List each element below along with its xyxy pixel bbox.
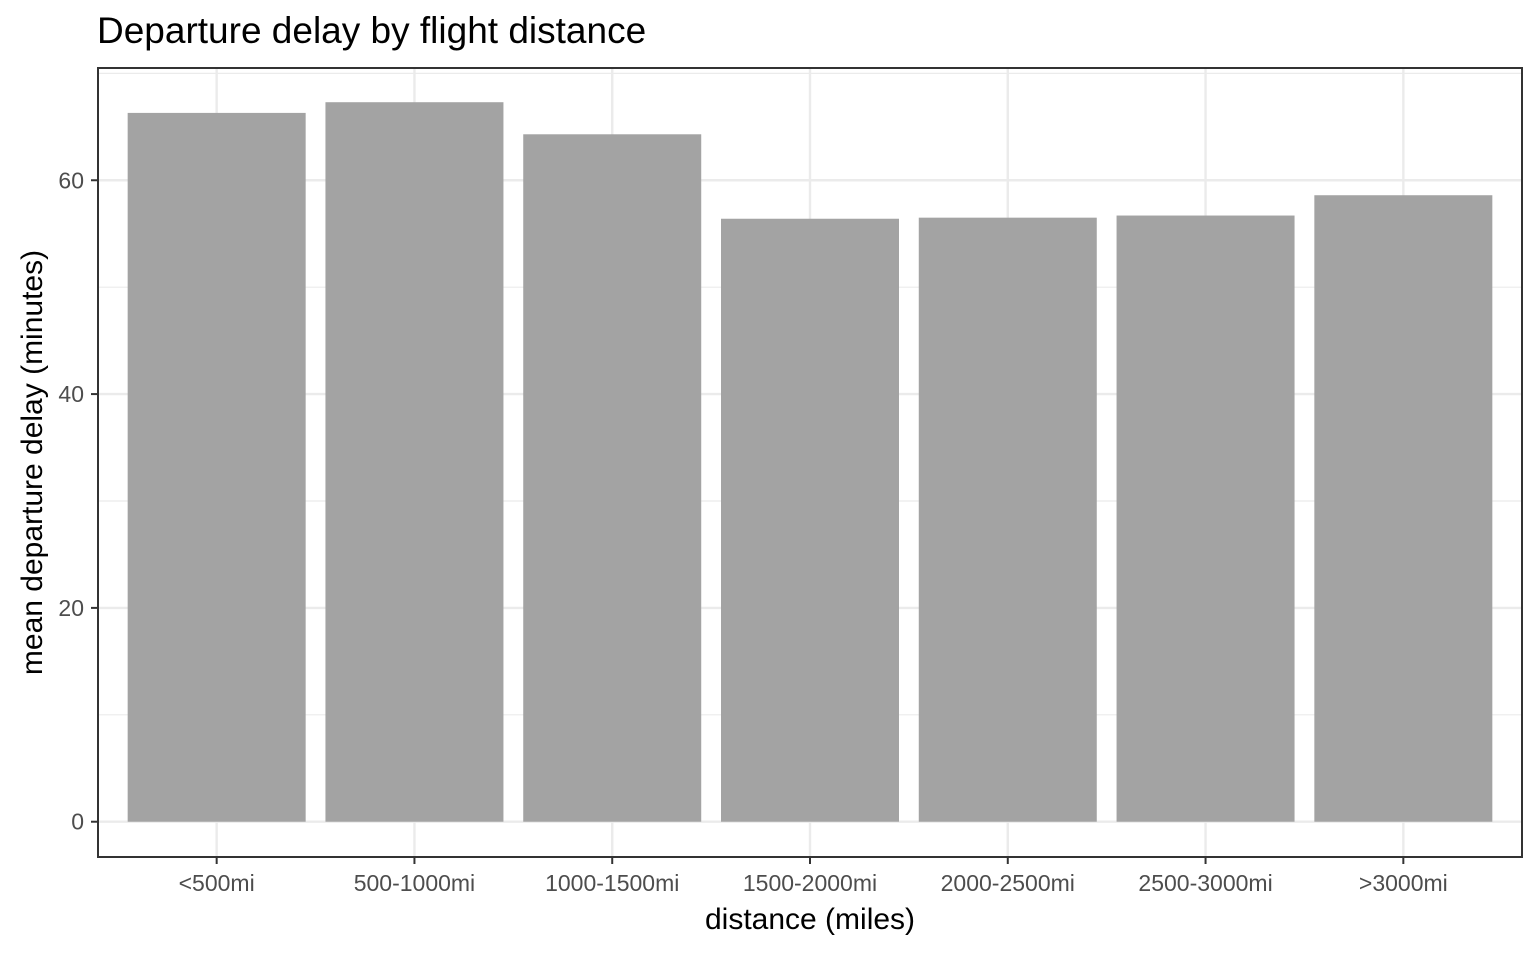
bar-7 xyxy=(1314,195,1493,822)
bar-6 xyxy=(1116,215,1295,822)
x-tick-label: 2000-2500mi xyxy=(941,870,1075,896)
bar-4 xyxy=(721,218,899,822)
x-axis: <500mi 500-1000mi 1000-1500mi 1500-2000mi 20… xyxy=(179,857,1448,896)
bar-5 xyxy=(918,217,1097,822)
x-tick-label: <500mi xyxy=(179,870,255,896)
bars xyxy=(127,102,1493,822)
x-tick-label: 2500-3000mi xyxy=(1138,870,1272,896)
y-tick-label: 60 xyxy=(58,167,84,193)
bar-3 xyxy=(523,134,702,822)
y-axis: 0 20 40 60 xyxy=(58,167,98,835)
chart-title: Departure delay by flight distance xyxy=(97,10,646,51)
x-tick-label: >3000mi xyxy=(1359,870,1448,896)
y-tick-label: 20 xyxy=(58,595,84,621)
x-tick-label: 1000-1500mi xyxy=(545,870,679,896)
y-tick-label: 40 xyxy=(58,381,84,407)
x-axis-title: distance (miles) xyxy=(705,903,915,936)
y-tick-label: 0 xyxy=(71,809,84,835)
x-tick-label: 1500-2000mi xyxy=(743,870,877,896)
y-axis-title: mean departure delay (minutes) xyxy=(16,250,49,675)
bar-1 xyxy=(127,112,306,822)
bar-2 xyxy=(325,102,504,822)
x-tick-label: 500-1000mi xyxy=(354,870,475,896)
